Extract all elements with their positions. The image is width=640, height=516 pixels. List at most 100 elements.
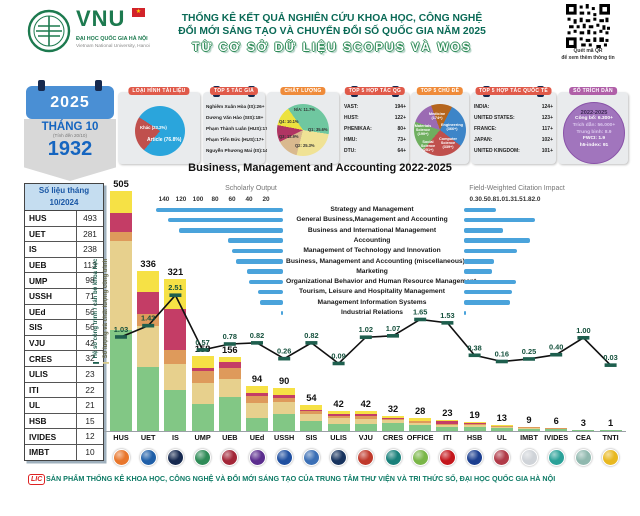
item-value: 101+ bbox=[541, 147, 553, 154]
bar-segment bbox=[191, 382, 214, 404]
domestic-collab-title: TOP 5 HỢP TÁC QG bbox=[344, 87, 406, 95]
table-row: IS 238 bbox=[25, 242, 103, 258]
item-value: 122+ bbox=[394, 114, 406, 121]
butterfly-category-label: Management Information Systems bbox=[317, 298, 427, 306]
bar-segment bbox=[218, 379, 241, 397]
scholarly-output-bar bbox=[257, 289, 283, 295]
unit-name: IMBT bbox=[29, 447, 50, 458]
x-axis-label: UEB bbox=[222, 433, 238, 442]
table-row: UEB 113 bbox=[25, 257, 103, 274]
line-value-label: 1.00 bbox=[576, 326, 590, 335]
citations-period: 2022-2025 bbox=[580, 110, 608, 116]
unit-count: 281 bbox=[76, 226, 103, 242]
university-logo-icon bbox=[275, 449, 293, 466]
line-value-label: 0.40 bbox=[549, 343, 563, 352]
x-axis-label: TNTI bbox=[602, 433, 619, 442]
x-axis-label: OFFICE bbox=[406, 433, 434, 442]
line-value-label: 0.78 bbox=[223, 332, 237, 341]
line-value-label: 1.43 bbox=[141, 314, 155, 323]
bar-segment bbox=[463, 421, 486, 424]
item-name: VAST: bbox=[344, 103, 359, 110]
bar-segment bbox=[218, 356, 241, 363]
bar-segment bbox=[137, 325, 160, 368]
domestic-collab-box: TOP 5 HỢP TÁC QG VAST: 194+ HUST: 122+ PHENI… bbox=[341, 86, 409, 164]
doc-type-pie-chart: Khác (23.2%) Article (76.8%) bbox=[135, 106, 185, 156]
bar-segment bbox=[110, 212, 132, 232]
stacked-bar bbox=[137, 271, 160, 431]
citations-line: Trích dẫn: 56.000+ bbox=[572, 122, 616, 128]
stacked-bar bbox=[300, 405, 323, 431]
unit-count: 113 bbox=[76, 257, 103, 273]
calendar-ribbon: THÁNG 10 (Tính đến 20/10) 1932 bbox=[24, 119, 116, 181]
top-subjects-box: TOP 5 CHỦ ĐỀ Medicine (174+) Engineering … bbox=[411, 87, 469, 164]
x-axis-label: IVIDES bbox=[544, 433, 569, 442]
line-value-label: 0.82 bbox=[304, 331, 318, 340]
bar-segment bbox=[137, 314, 160, 326]
stacked-bar bbox=[273, 388, 296, 431]
university-logo-icon bbox=[384, 449, 402, 466]
bar-segment bbox=[490, 426, 513, 429]
monthly-table-header: Số liệu tháng 10/2024 bbox=[25, 184, 103, 211]
item-name: Phạm Thành Luân (HUS): bbox=[206, 126, 263, 131]
x-axis-label: HUS bbox=[113, 433, 129, 442]
pie-slice-label: Q2: 25.3% bbox=[295, 143, 315, 148]
line-marker bbox=[523, 357, 535, 361]
citations-line: Trung bình: 8.9 bbox=[576, 129, 612, 135]
table-row: IMBT 10 bbox=[25, 444, 103, 460]
bar-value-label: 42 bbox=[360, 399, 371, 410]
bar-segment bbox=[246, 386, 268, 393]
unit-name: UEB bbox=[29, 260, 47, 271]
university-logo-icon bbox=[574, 449, 592, 466]
unit-name: UL bbox=[29, 400, 41, 411]
bar-segment bbox=[409, 422, 432, 425]
scholarly-output-bar bbox=[168, 217, 283, 223]
unit-name: SIS bbox=[29, 322, 43, 333]
bar-segment bbox=[436, 424, 459, 426]
line-marker bbox=[577, 336, 590, 340]
table-row: UMP 98 bbox=[25, 273, 103, 289]
footer-text: SẢN PHẨM THỐNG KÊ KHOA HỌC, CÔNG NGHỆ VÀ… bbox=[46, 474, 556, 483]
bar-segment bbox=[382, 415, 404, 419]
citations-line: FWCI: 1.9 bbox=[582, 136, 606, 142]
list-item: UNITED STATES: 123+ bbox=[474, 112, 553, 123]
stacked-bar bbox=[409, 417, 432, 431]
item-name: Nghiêm Xuân Hòa (IS): bbox=[206, 104, 257, 109]
scholarly-output-bar bbox=[249, 279, 283, 285]
quality-box: CHẤT LƯỢNG Q1: 35.6% Q2: 25.3% Q3: 12.9% Q4… bbox=[267, 87, 339, 164]
table-row: ULIS 23 bbox=[25, 366, 103, 383]
bar-segment bbox=[191, 367, 214, 371]
bar-segment bbox=[110, 241, 132, 331]
bar-value-label: 505 bbox=[113, 179, 129, 190]
university-logo-icon bbox=[411, 449, 429, 466]
table-row: ITI 22 bbox=[25, 382, 103, 399]
bar-segment bbox=[463, 425, 486, 427]
fwci-bar bbox=[464, 248, 518, 254]
line-value-label: 0.25 bbox=[522, 347, 536, 356]
citations-circle: 2022-2025 Công bố: 6.300+ Trích dẫn: 56.0… bbox=[563, 102, 625, 164]
line-marker bbox=[414, 317, 427, 322]
table-row: HUS 493 bbox=[25, 211, 103, 227]
x-axis-label: UET bbox=[140, 433, 156, 442]
bar-segment bbox=[300, 405, 323, 410]
scholarly-output-bar bbox=[236, 259, 283, 264]
unit-count: 21 bbox=[76, 398, 103, 413]
left-axis-label: Scholarly Output bbox=[225, 185, 277, 192]
university-logo-icon bbox=[248, 449, 266, 466]
bar-segment bbox=[572, 430, 595, 431]
bar-segment bbox=[545, 428, 568, 430]
item-name: HUST: bbox=[344, 114, 359, 121]
bar-segment bbox=[354, 419, 377, 424]
vnu-emblem-icon bbox=[27, 9, 71, 53]
unit-count: 22 bbox=[76, 382, 103, 398]
item-value: 17+ bbox=[263, 126, 271, 131]
bar-value-label: 54 bbox=[306, 393, 317, 404]
fwci-bar bbox=[464, 217, 536, 223]
bar-segment bbox=[164, 389, 187, 431]
binder-clip-icon bbox=[38, 80, 45, 91]
right-axis-label: Field-Weighted Citation Impact bbox=[469, 185, 565, 192]
bar-segment bbox=[191, 403, 214, 431]
bar-segment bbox=[300, 409, 323, 411]
title-line-2: ĐỔI MỚI SÁNG TẠO VÀ CHUYỂN ĐỔI SỐ QUỐC G… bbox=[178, 26, 486, 37]
unit-name: CRES bbox=[29, 353, 53, 364]
scholarly-output-bar bbox=[260, 300, 283, 305]
